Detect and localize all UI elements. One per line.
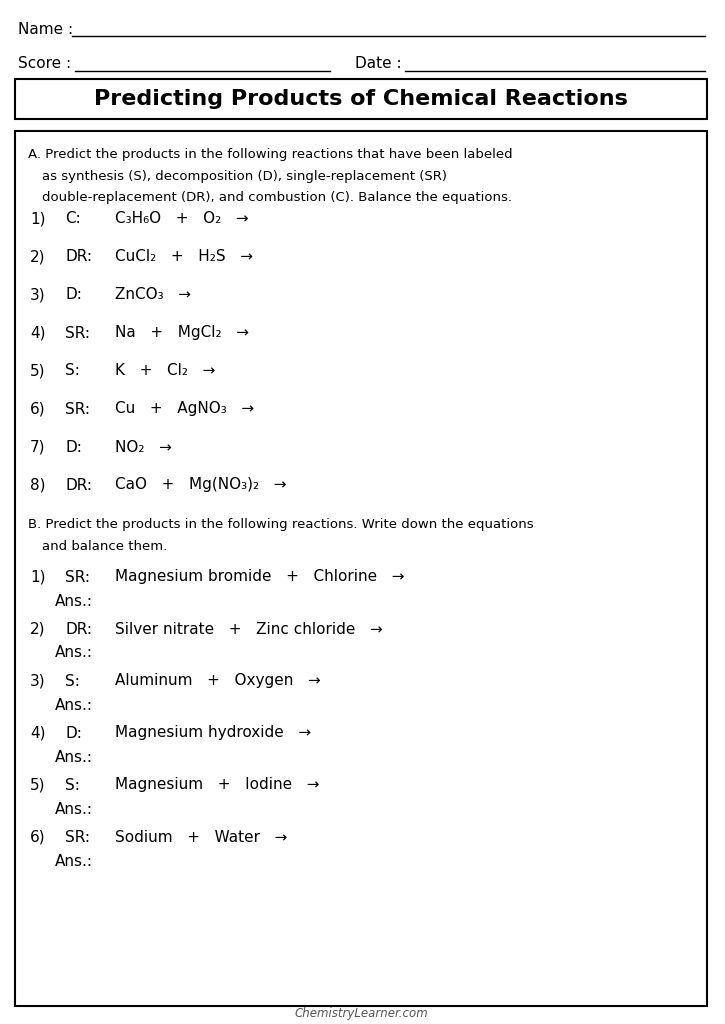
Text: 5): 5) [30, 777, 46, 793]
Text: 1): 1) [30, 212, 46, 226]
Text: Magnesium   +   Iodine   →: Magnesium + Iodine → [115, 777, 320, 793]
Text: D:: D: [65, 439, 82, 455]
Text: DR:: DR: [65, 477, 92, 493]
Text: Predicting Products of Chemical Reactions: Predicting Products of Chemical Reaction… [94, 89, 628, 109]
Text: 7): 7) [30, 439, 46, 455]
Text: ZnCO₃   →: ZnCO₃ → [115, 288, 191, 302]
Text: Score :: Score : [18, 56, 71, 72]
Text: Ans.:: Ans.: [55, 853, 93, 868]
Text: 5): 5) [30, 364, 46, 379]
Text: 3): 3) [30, 674, 46, 688]
Text: 8): 8) [30, 477, 46, 493]
Text: Ans.:: Ans.: [55, 750, 93, 765]
Text: D:: D: [65, 725, 82, 740]
Text: A. Predict the products in the following reactions that have been labeled: A. Predict the products in the following… [28, 147, 513, 161]
Text: SR:: SR: [65, 829, 90, 845]
Text: 2): 2) [30, 622, 46, 637]
Text: Silver nitrate   +   Zinc chloride   →: Silver nitrate + Zinc chloride → [115, 622, 383, 637]
Text: SR:: SR: [65, 326, 90, 341]
Text: and balance them.: and balance them. [42, 541, 167, 554]
Text: DR:: DR: [65, 250, 92, 264]
Text: 4): 4) [30, 725, 46, 740]
Text: ChemistryLearner.com: ChemistryLearner.com [294, 1008, 428, 1021]
Text: 1): 1) [30, 569, 46, 585]
Text: CuCl₂   +   H₂S   →: CuCl₂ + H₂S → [115, 250, 253, 264]
Text: Ans.:: Ans.: [55, 645, 93, 660]
Text: S:: S: [65, 364, 80, 379]
Text: B. Predict the products in the following reactions. Write down the equations: B. Predict the products in the following… [28, 518, 534, 531]
Text: 6): 6) [30, 401, 46, 417]
Text: Date :: Date : [355, 56, 402, 72]
FancyBboxPatch shape [15, 131, 707, 1006]
Text: C₃H₆O   +   O₂   →: C₃H₆O + O₂ → [115, 212, 249, 226]
Text: D:: D: [65, 288, 82, 302]
Text: as synthesis (S), decomposition (D), single-replacement (SR): as synthesis (S), decomposition (D), sin… [42, 170, 447, 182]
Text: 6): 6) [30, 829, 46, 845]
Text: DR:: DR: [65, 622, 92, 637]
Text: 2): 2) [30, 250, 46, 264]
Text: Name :: Name : [18, 22, 73, 37]
Text: SR:: SR: [65, 401, 90, 417]
Text: double-replacement (DR), and combustion (C). Balance the equations.: double-replacement (DR), and combustion … [42, 191, 512, 205]
Text: S:: S: [65, 674, 80, 688]
Text: C:: C: [65, 212, 80, 226]
Text: Aluminum   +   Oxygen   →: Aluminum + Oxygen → [115, 674, 320, 688]
Text: Ans.:: Ans.: [55, 697, 93, 713]
Text: K   +   Cl₂   →: K + Cl₂ → [115, 364, 215, 379]
Text: S:: S: [65, 777, 80, 793]
Text: 4): 4) [30, 326, 46, 341]
Text: 3): 3) [30, 288, 46, 302]
Text: Ans.:: Ans.: [55, 802, 93, 816]
Text: Magnesium bromide   +   Chlorine   →: Magnesium bromide + Chlorine → [115, 569, 405, 585]
Text: SR:: SR: [65, 569, 90, 585]
Text: Magnesium hydroxide   →: Magnesium hydroxide → [115, 725, 311, 740]
FancyBboxPatch shape [15, 79, 707, 119]
Text: CaO   +   Mg(NO₃)₂   →: CaO + Mg(NO₃)₂ → [115, 477, 286, 493]
Text: Sodium   +   Water   →: Sodium + Water → [115, 829, 287, 845]
Text: NO₂   →: NO₂ → [115, 439, 172, 455]
Text: Ans.:: Ans.: [55, 594, 93, 608]
Text: Na   +   MgCl₂   →: Na + MgCl₂ → [115, 326, 249, 341]
Text: Cu   +   AgNO₃   →: Cu + AgNO₃ → [115, 401, 254, 417]
